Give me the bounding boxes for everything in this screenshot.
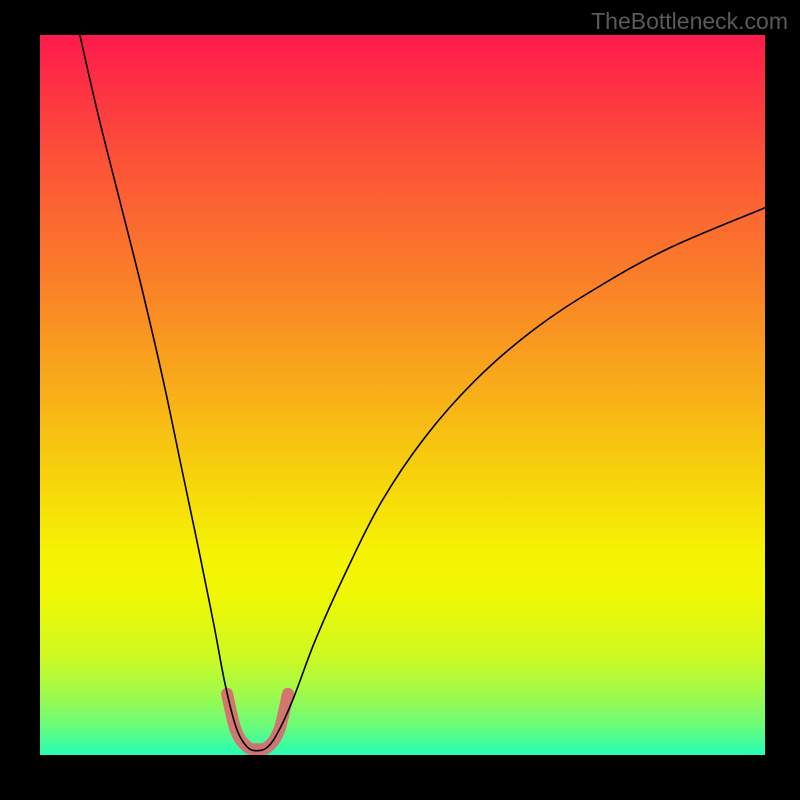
chart-background: [40, 35, 765, 755]
chart-plot-area: [40, 35, 765, 755]
bottleneck-curve-chart: [40, 35, 765, 755]
watermark-text: TheBottleneck.com: [591, 8, 788, 35]
